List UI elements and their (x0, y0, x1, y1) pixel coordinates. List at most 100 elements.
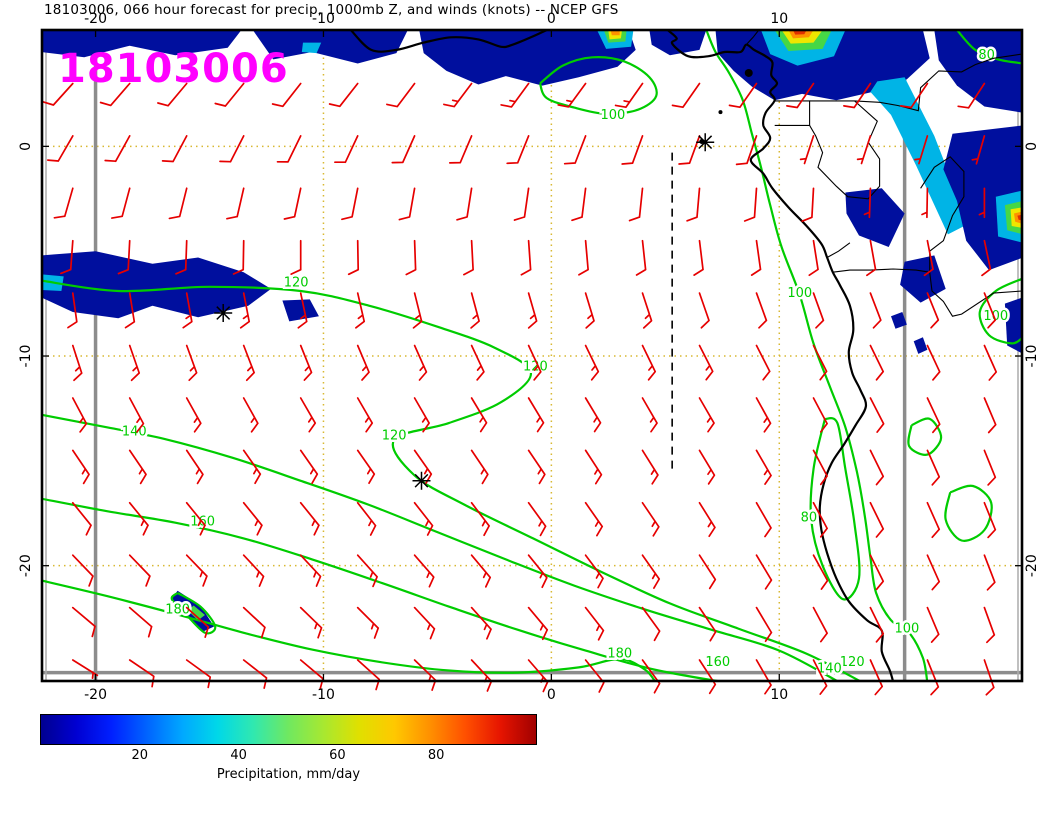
precip-blob (900, 255, 946, 303)
wind-barb (185, 449, 204, 485)
contour-label: 120 (523, 360, 548, 375)
wind-barb (641, 659, 661, 694)
wind-barb (812, 554, 829, 590)
precip-blob (870, 77, 969, 235)
wind-barb (356, 501, 377, 536)
wind-barb (242, 397, 259, 433)
wind-barb (299, 659, 324, 690)
country-border (826, 242, 851, 258)
wind-barb (334, 135, 359, 164)
wind-barb (128, 397, 145, 433)
height-contour (978, 277, 1022, 345)
wind-barb (182, 292, 193, 329)
island (718, 110, 723, 115)
wind-barb (571, 187, 587, 222)
wind-barb (641, 292, 653, 329)
wind-barb (869, 397, 885, 433)
wind-barb (743, 187, 758, 222)
wind-barb (693, 239, 704, 276)
precip-blob (42, 30, 242, 58)
wind-barb (786, 82, 815, 109)
colorbar-gradient (40, 714, 537, 745)
wind-barb (926, 397, 941, 434)
wind-barb (869, 292, 882, 329)
wind-barb (242, 554, 265, 587)
wind-barb (168, 187, 188, 220)
wind-barb (413, 554, 435, 588)
wind-barb (527, 659, 549, 693)
wind-barb (863, 187, 872, 219)
precip-blob (282, 299, 319, 322)
wind-barb (527, 554, 548, 589)
wind-barb (513, 187, 530, 221)
wind-barb (808, 239, 819, 277)
wind-barb (128, 449, 147, 485)
wind-barb (214, 82, 245, 107)
lat-tick-label: 0 (18, 142, 34, 151)
wind-barb (347, 239, 360, 276)
wind-barb (104, 135, 131, 163)
wind-barb (413, 659, 437, 691)
wind-barb (71, 344, 83, 382)
wind-barb (356, 449, 376, 485)
wind-barb (463, 239, 474, 276)
wind-barb-layer (42, 82, 998, 696)
wind-barb (641, 554, 661, 589)
wind-barb (698, 554, 717, 590)
contour-label: 100 (787, 286, 812, 301)
wind-barb (470, 449, 489, 485)
wind-barb (297, 292, 308, 329)
wind-barb (978, 187, 986, 219)
wind-barb (470, 606, 492, 640)
wind-barb (299, 344, 313, 381)
wind-barb (128, 344, 141, 382)
wind-barb (356, 606, 380, 639)
wind-barb (926, 344, 941, 381)
contour-label: 120 (382, 429, 407, 444)
wind-barb (328, 82, 359, 108)
wind-barb (584, 606, 605, 641)
lon-tick-label: 0 (547, 687, 556, 703)
wind-barb (812, 344, 828, 381)
wind-barb (698, 606, 717, 642)
lat-tick-label: 0 (1024, 142, 1040, 151)
wind-barb (641, 397, 658, 433)
wind-barb (755, 397, 772, 433)
wind-barb (869, 554, 885, 591)
wind-barb (53, 187, 74, 219)
height-contour (42, 579, 657, 681)
wind-barb (71, 501, 92, 536)
wind-barb (527, 449, 546, 485)
wind-barb (755, 292, 768, 329)
wind-barb (128, 554, 151, 587)
precip-blob (891, 312, 907, 329)
contour-label: 80 (801, 510, 818, 525)
wind-barb (983, 397, 997, 434)
wind-barb (628, 187, 644, 222)
contour-label: 180 (165, 603, 190, 618)
wind-barb (801, 187, 815, 223)
wind-barb (470, 554, 492, 588)
wind-barb (405, 239, 417, 276)
wind-barb (686, 187, 701, 222)
wind-barb (584, 344, 600, 381)
wind-barb (641, 606, 661, 642)
wind-barb (413, 344, 428, 381)
wind-barb (812, 449, 828, 486)
wind-barb (42, 82, 74, 106)
lon-tick-label: 10 (770, 11, 788, 27)
wind-barb (448, 135, 473, 164)
wind-barb (698, 449, 716, 485)
wind-barb (812, 397, 828, 433)
precip-blob (934, 30, 1022, 113)
wind-barb (470, 397, 488, 433)
wind-barb (983, 501, 997, 539)
wind-barb (283, 187, 302, 220)
lat-tick-label: -10 (18, 345, 34, 368)
height-contour (705, 30, 929, 681)
colorbar-tick-label: 40 (230, 748, 247, 763)
wind-barb (232, 239, 245, 275)
wind-barb (621, 135, 644, 165)
lon-tick-label: -20 (84, 687, 107, 703)
wind-barb (470, 344, 485, 381)
